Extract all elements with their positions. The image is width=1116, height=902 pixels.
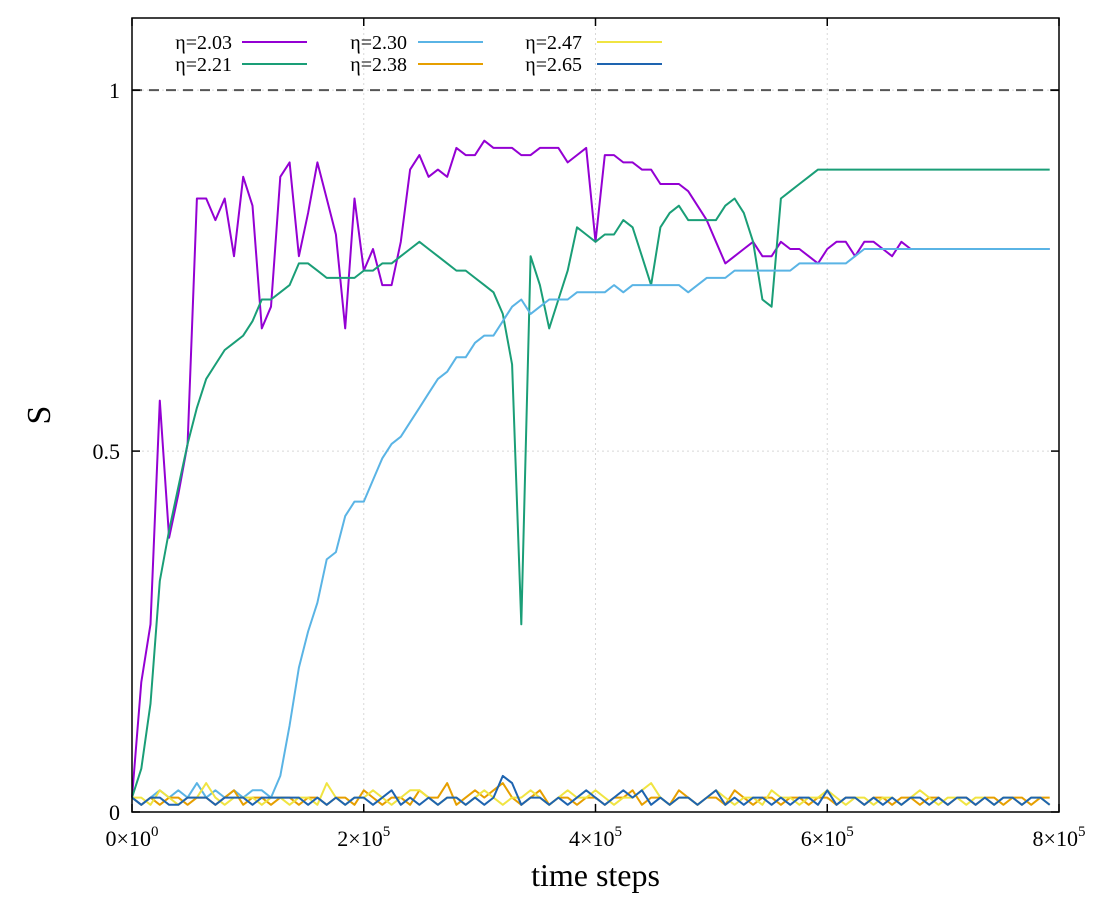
x-tick-label: 0×100 (106, 824, 159, 851)
grid-lines (132, 18, 1059, 812)
y-tick-label: 1 (109, 78, 120, 103)
x-tick-label: 8×105 (1033, 824, 1086, 851)
legend-label: η=2.21 (175, 54, 232, 76)
series-lines (131, 139, 1051, 806)
y-tick-label: 0.5 (93, 439, 121, 464)
y-tick-label: 0 (109, 800, 120, 825)
x-tick-label: 2×105 (337, 824, 390, 851)
legend-label: η=2.65 (525, 54, 582, 76)
axis-ticks: 0×100 2×105 4×105 6×105 8×105 0 0.5 1 (93, 18, 1086, 851)
legend: η=2.03η=2.21 η=2.30η=2.38 η=2.47η=2.65 (175, 32, 662, 76)
legend-label: η=2.47 (525, 32, 582, 54)
series-line-3 (131, 248, 1050, 806)
plot-frame (131, 17, 1060, 813)
legend-label: η=2.30 (350, 32, 407, 54)
x-tick-label: 6×105 (801, 824, 854, 851)
x-tick-label: 4×105 (569, 824, 622, 851)
series-line-6 (131, 774, 1051, 806)
legend-label: η=2.38 (350, 54, 407, 76)
series-line-2 (131, 168, 1050, 798)
legend-label: η=2.03 (175, 32, 232, 54)
y-axis-title: S (21, 406, 58, 425)
x-axis-title: time steps (531, 857, 660, 893)
